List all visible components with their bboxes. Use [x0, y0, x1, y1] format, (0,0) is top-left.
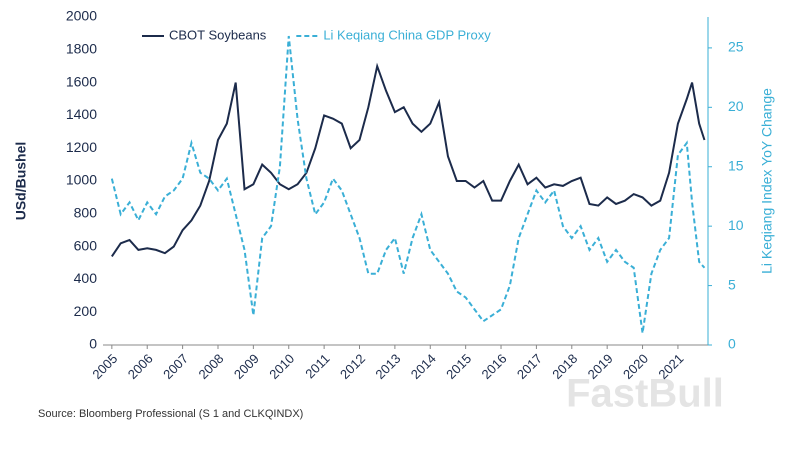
x-tick-label: 2013 — [372, 351, 403, 382]
y-tick-label: 1800 — [66, 41, 97, 57]
y2-axis-label: Li Keqiang Index YoY Change — [759, 88, 775, 274]
y-tick-label: 2000 — [66, 8, 97, 24]
x-tick-label: 2009 — [231, 351, 262, 382]
legend-label: CBOT Soybeans — [169, 27, 267, 42]
y2-tick-label: 25 — [728, 39, 744, 55]
watermark: FastBull — [566, 372, 724, 416]
x-tick-label: 2011 — [302, 351, 332, 381]
y-tick-label: 0 — [89, 336, 97, 352]
source-note: Source: Bloomberg Professional (S 1 and … — [38, 408, 303, 420]
y-tick-label: 800 — [74, 205, 98, 221]
y2-tick-label: 0 — [728, 336, 736, 352]
y-tick-label: 200 — [74, 303, 98, 319]
x-tick-label: 2010 — [266, 351, 297, 382]
x-tick-label: 2007 — [160, 351, 191, 382]
y-tick-label: 1600 — [66, 73, 97, 89]
x-tick-label: 2008 — [195, 351, 226, 382]
series-line — [111, 62, 706, 257]
y-axis-label: USd/Bushel — [13, 142, 29, 221]
x-tick-label: 2012 — [337, 351, 368, 382]
y2-tick-label: 10 — [728, 217, 744, 233]
x-tick-label: 2015 — [443, 351, 474, 382]
legend-label: Li Keqiang China GDP Proxy — [323, 27, 491, 42]
x-tick-label: 2006 — [125, 351, 156, 382]
y2-tick-label: 5 — [728, 276, 736, 292]
x-tick-label: 2017 — [514, 351, 545, 382]
y-tick-label: 400 — [74, 270, 98, 286]
series-line — [110, 35, 706, 334]
x-tick-label: 2005 — [89, 351, 120, 382]
x-tick-label: 2014 — [408, 351, 439, 382]
y2-tick-label: 20 — [728, 98, 744, 114]
y-tick-label: 1000 — [66, 172, 97, 188]
y-tick-label: 1400 — [66, 106, 97, 122]
x-tick-label: 2016 — [479, 351, 510, 382]
y-tick-label: 600 — [74, 237, 98, 253]
y2-tick-label: 15 — [728, 157, 744, 173]
y-tick-label: 1200 — [66, 139, 97, 155]
